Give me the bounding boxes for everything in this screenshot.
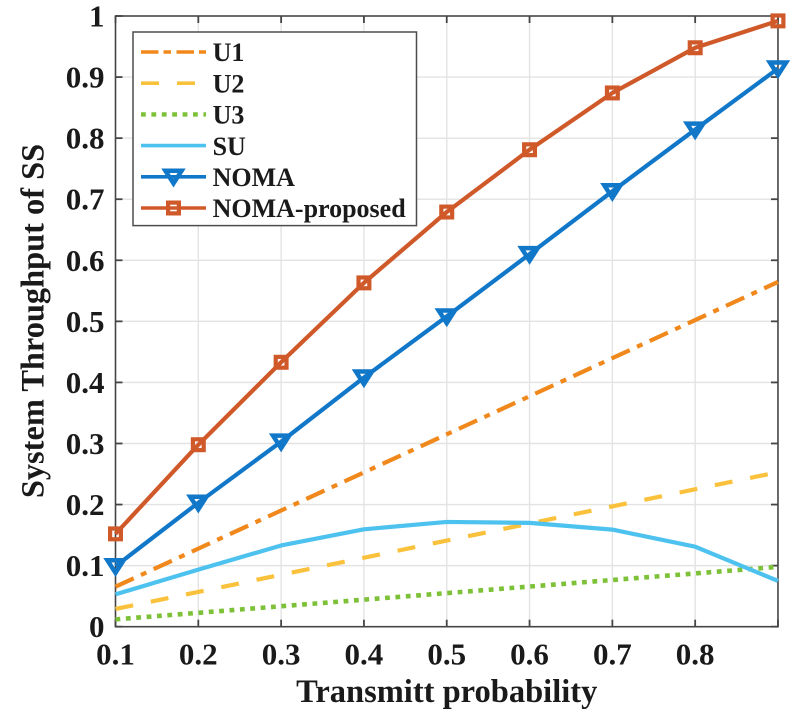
svg-text:U1: U1 <box>213 38 245 67</box>
svg-text:0.1: 0.1 <box>66 548 105 583</box>
svg-text:0.2: 0.2 <box>179 637 218 672</box>
svg-text:0.7: 0.7 <box>66 182 105 217</box>
svg-text:0.6: 0.6 <box>66 243 105 278</box>
svg-text:0.7: 0.7 <box>593 637 632 672</box>
svg-text:System Throughput of SS: System Throughput of SS <box>16 144 52 498</box>
svg-text:NOMA-proposed: NOMA-proposed <box>213 194 407 223</box>
svg-text:0.4: 0.4 <box>66 365 105 400</box>
svg-text:U2: U2 <box>213 69 245 98</box>
svg-text:0.4: 0.4 <box>345 637 384 672</box>
svg-text:0.3: 0.3 <box>262 637 301 672</box>
svg-text:1: 1 <box>89 0 105 34</box>
svg-text:0.6: 0.6 <box>510 637 549 672</box>
svg-text:0.9: 0.9 <box>66 60 105 95</box>
svg-text:0.5: 0.5 <box>427 637 466 672</box>
svg-text:0.5: 0.5 <box>66 304 105 339</box>
svg-text:0.8: 0.8 <box>66 121 105 156</box>
svg-text:0.3: 0.3 <box>66 426 105 461</box>
svg-text:U3: U3 <box>213 101 245 130</box>
svg-text:SU: SU <box>213 132 246 161</box>
svg-text:0.2: 0.2 <box>66 487 105 522</box>
svg-text:NOMA: NOMA <box>213 163 296 192</box>
svg-text:0.8: 0.8 <box>676 637 715 672</box>
svg-text:0: 0 <box>89 609 105 644</box>
svg-text:Transmitt probability: Transmitt probability <box>296 674 597 710</box>
svg-text:0.1: 0.1 <box>96 637 135 672</box>
